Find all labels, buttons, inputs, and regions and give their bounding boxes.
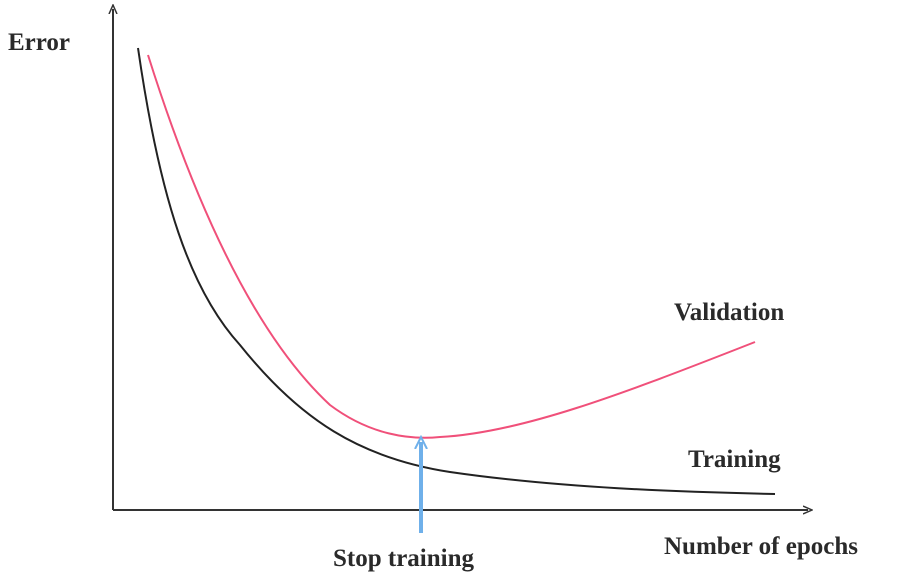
validation-curve bbox=[147, 54, 756, 439]
stop-label: Stop training bbox=[333, 545, 475, 572]
y-axis-label: Error bbox=[8, 29, 70, 56]
validation-label: Validation bbox=[674, 299, 784, 326]
training-curve bbox=[137, 47, 776, 495]
training-label: Training bbox=[688, 446, 781, 473]
x-axis-label: Number of epochs bbox=[664, 533, 858, 560]
